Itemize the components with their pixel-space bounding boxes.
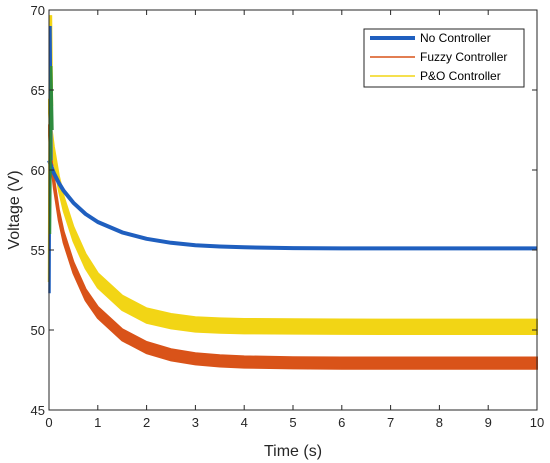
x-tick-label: 0 (45, 415, 52, 430)
y-tick-label: 65 (31, 83, 45, 98)
y-tick-label: 70 (31, 3, 45, 18)
x-tick-label: 6 (338, 415, 345, 430)
y-tick-label: 55 (31, 243, 45, 258)
y-tick-label: 60 (31, 163, 45, 178)
x-tick-label: 2 (143, 415, 150, 430)
x-tick-label: 1 (94, 415, 101, 430)
y-tick-label: 50 (31, 323, 45, 338)
series-line-no-controller (47, 159, 537, 251)
transient-spike-3 (48, 65, 54, 235)
legend-label-no-controller: No Controller (420, 31, 491, 45)
x-tick-label: 7 (387, 415, 394, 430)
x-tick-label: 3 (192, 415, 199, 430)
x-tick-label: 8 (436, 415, 443, 430)
legend-label-fuzzy-controller: Fuzzy Controller (420, 50, 507, 64)
x-tick-label: 9 (485, 415, 492, 430)
y-axis-label: Voltage (V) (6, 170, 23, 249)
y-tick-label: 45 (31, 403, 45, 418)
legend-label-p-o-controller: P&O Controller (420, 69, 501, 83)
legend: No Controller Fuzzy Controller P&O Control… (363, 28, 525, 88)
x-tick-label: 4 (241, 415, 248, 430)
x-axis-label: Time (s) (264, 443, 322, 460)
x-tick-label: 5 (289, 415, 296, 430)
x-tick-label: 10 (530, 415, 544, 430)
